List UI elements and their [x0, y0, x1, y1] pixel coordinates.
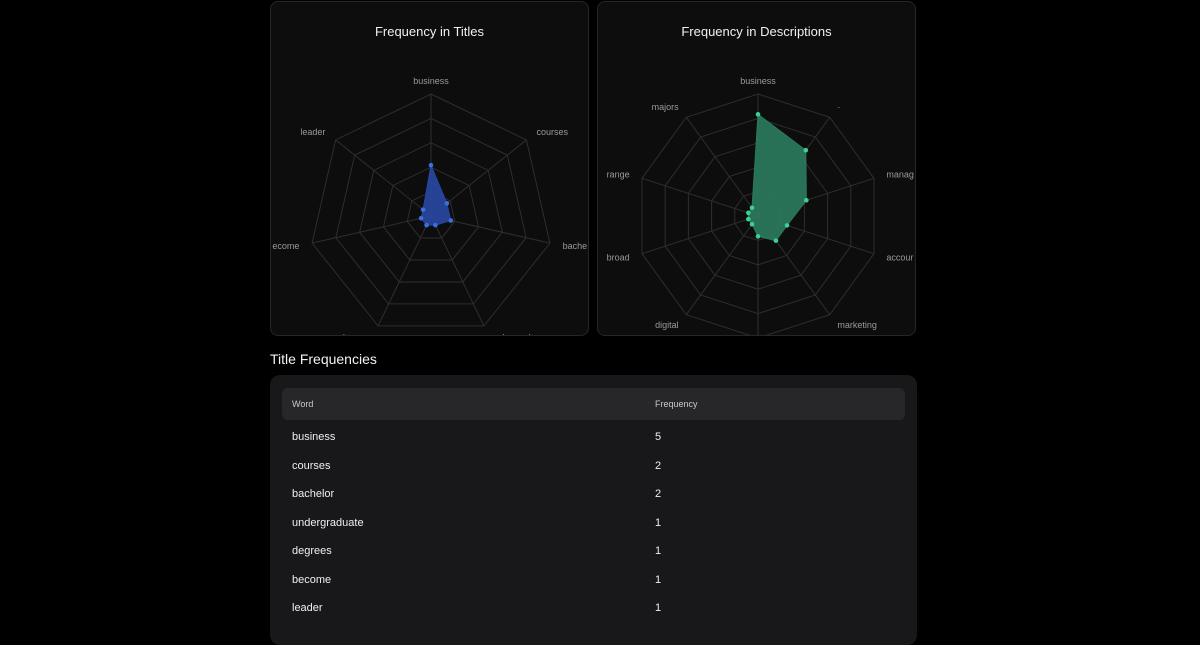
data-point: [784, 223, 790, 228]
axis-label: bache: [563, 241, 588, 251]
data-point: [746, 210, 751, 216]
word-cell: business: [292, 431, 336, 443]
axis-label: undergradu: [490, 333, 536, 336]
word-cell: undergraduate: [292, 517, 364, 529]
word-cell: degrees: [292, 545, 332, 557]
data-point: [749, 205, 755, 211]
frequency-cell: 1: [655, 517, 662, 529]
data-area: [747, 113, 807, 242]
table-row: bachelor 2: [292, 488, 892, 508]
table-row: undergraduate 1: [292, 517, 892, 537]
axis-label: majors: [652, 102, 680, 112]
titles-radar-chart: business courses bache undergradu degrees eco…: [272, 76, 588, 336]
grid-spoke: [335, 139, 432, 217]
grid-spoke: [430, 215, 485, 327]
titles-radar-card: Frequency in Titles business courses bache…: [270, 1, 589, 336]
data-point: [773, 238, 779, 243]
data-point: [420, 207, 426, 212]
data-point: [418, 215, 424, 221]
frequency-cell: 2: [655, 460, 662, 472]
axis-label: ecome: [272, 241, 299, 251]
axis-label: courses: [537, 127, 569, 137]
word-cell: courses: [292, 460, 331, 472]
chart-title: Frequency in Titles: [374, 24, 485, 39]
table-row: courses 2: [292, 460, 892, 480]
axis-label: broad: [607, 253, 630, 263]
axis-label: digital: [655, 320, 679, 330]
data-point: [424, 222, 429, 228]
frequency-cell: 1: [655, 602, 662, 614]
word-cell: become: [292, 574, 332, 586]
table-row: degrees 1: [292, 545, 892, 565]
column-header-frequency: Frequency: [655, 399, 698, 409]
grid-spoke: [685, 215, 759, 315]
data-point: [433, 222, 438, 228]
axis-label: leader: [300, 127, 325, 137]
data-point: [444, 201, 450, 206]
grid-ring: [335, 117, 527, 305]
grid-ring: [406, 191, 456, 239]
table-row: become 1: [292, 574, 892, 594]
frequency-cell: 5: [655, 431, 662, 443]
data-point: [749, 221, 755, 227]
axis-label: degrees: [340, 333, 373, 336]
section-heading: Title Frequencies: [270, 351, 377, 367]
grid-spoke: [377, 215, 432, 327]
frequency-cell: 1: [655, 545, 662, 557]
data-point: [803, 147, 809, 153]
axis-label: marketing: [837, 320, 877, 330]
axis-label: accour: [886, 253, 913, 263]
descriptions-radar-chart: business·managaccourmarketingexperienced…: [607, 76, 914, 335]
axis-label: manag: [886, 169, 914, 179]
frequency-cell: 2: [655, 488, 662, 500]
axis-label: business: [413, 76, 449, 86]
grid-spoke: [685, 117, 759, 217]
chart-title: Frequency in Descriptions: [681, 24, 832, 39]
data-point: [428, 162, 434, 168]
table-row: leader 1: [292, 602, 892, 622]
grid-spoke: [311, 215, 432, 244]
column-header-word: Word: [292, 399, 314, 409]
data-point: [746, 216, 751, 222]
table-row: business 5: [292, 431, 892, 451]
axis-label: ·: [837, 102, 840, 112]
data-point: [755, 112, 761, 117]
data-point: [755, 234, 761, 239]
data-point: [448, 218, 454, 223]
table-header: Word Frequency: [282, 388, 905, 420]
axis-label: range: [607, 169, 630, 179]
grid-ring: [382, 166, 480, 261]
grid-spoke: [641, 177, 759, 217]
frequency-cell: 1: [655, 574, 662, 586]
grid-ring: [311, 93, 551, 327]
word-cell: leader: [292, 602, 323, 614]
grid-ring: [359, 142, 503, 283]
word-cell: bachelor: [292, 488, 335, 500]
axis-label: business: [740, 76, 776, 86]
grid-spoke: [641, 215, 759, 255]
frequency-table: Word Frequency business 5 courses 2 bach…: [270, 375, 917, 645]
descriptions-radar-card: Frequency in Descriptions business · manag…: [597, 1, 916, 336]
data-point: [804, 197, 809, 203]
grid-ring: [641, 93, 875, 335]
